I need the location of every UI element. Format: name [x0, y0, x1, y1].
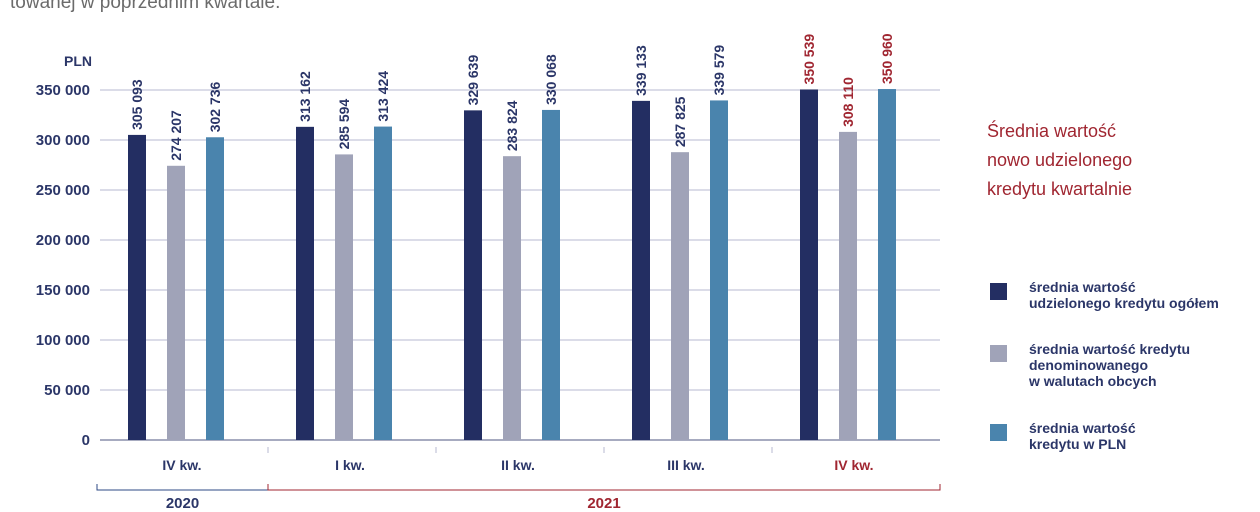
- y-tick-label: 50 000: [44, 382, 90, 399]
- data-label: 287 825: [672, 96, 688, 147]
- year-label: 2020: [166, 495, 199, 512]
- bar: [800, 89, 818, 440]
- bar: [464, 110, 482, 441]
- data-label: 302 736: [207, 81, 223, 132]
- legend-label-foreign: średnia wartość kredytu denominowanego w…: [1029, 341, 1191, 389]
- legend-swatch-foreign: [990, 345, 1007, 362]
- year-bracket: [96, 484, 269, 491]
- bar: [374, 126, 392, 441]
- bar: [167, 165, 185, 440]
- legend-item-foreign: średnia wartość kredytu denominowanego w…: [990, 341, 1260, 389]
- data-label: 313 162: [297, 71, 313, 122]
- data-label: 308 110: [840, 77, 856, 127]
- data-label: 350 539: [801, 34, 817, 85]
- bar: [710, 100, 728, 441]
- year-bracket: [267, 484, 941, 491]
- legend-swatch-total: [990, 283, 1007, 300]
- legend-label-total: średnia wartość udzielonego kredytu ogół…: [1029, 279, 1219, 311]
- y-axis-label: PLN: [64, 53, 92, 69]
- bar: [296, 126, 314, 440]
- data-label: 330 068: [543, 54, 559, 105]
- y-tick-label: 250 000: [36, 182, 90, 199]
- data-label: 329 639: [465, 55, 481, 106]
- chart-title: Średnia wartość nowo udzielonego kredytu…: [987, 121, 1133, 199]
- intro-text: towanej w poprzednim kwartale.: [10, 0, 281, 13]
- data-label: 350 960: [879, 33, 895, 84]
- data-label: 305 093: [129, 79, 145, 130]
- data-label: 274 207: [168, 110, 184, 161]
- data-label: 313 424: [375, 71, 391, 122]
- legend-swatch-pln: [990, 424, 1007, 441]
- legend-item-pln: średnia wartość kredytu w PLN: [990, 420, 1260, 452]
- legend-item-total: średnia wartość udzielonego kredytu ogół…: [990, 279, 1260, 311]
- year-label: 2021: [587, 495, 620, 512]
- y-tick-label: 0: [82, 432, 90, 449]
- category-label: III kw.: [667, 457, 705, 473]
- bar: [542, 109, 560, 440]
- bar: [671, 152, 689, 441]
- bar: [335, 154, 353, 440]
- category-label: IV kw.: [162, 457, 201, 473]
- bar: [632, 100, 650, 440]
- y-tick-label: 300 000: [36, 132, 90, 149]
- bar: [206, 137, 224, 440]
- category-label: IV kw.: [834, 457, 873, 473]
- y-tick-label: 350 000: [36, 82, 90, 99]
- data-label: 283 824: [504, 100, 520, 151]
- y-tick-label: 150 000: [36, 282, 90, 299]
- data-label: 339 579: [711, 45, 727, 96]
- data-label: 285 594: [336, 99, 352, 150]
- bar: [503, 156, 521, 440]
- y-tick-label: 100 000: [36, 332, 90, 349]
- bar: [878, 89, 896, 440]
- legend-label-pln: średnia wartość kredytu w PLN: [1029, 420, 1136, 452]
- bar: [128, 134, 146, 441]
- category-label: II kw.: [501, 457, 535, 473]
- bar: [839, 131, 857, 440]
- y-tick-label: 200 000: [36, 232, 90, 249]
- category-label: I kw.: [335, 457, 365, 473]
- data-label: 339 133: [633, 45, 649, 96]
